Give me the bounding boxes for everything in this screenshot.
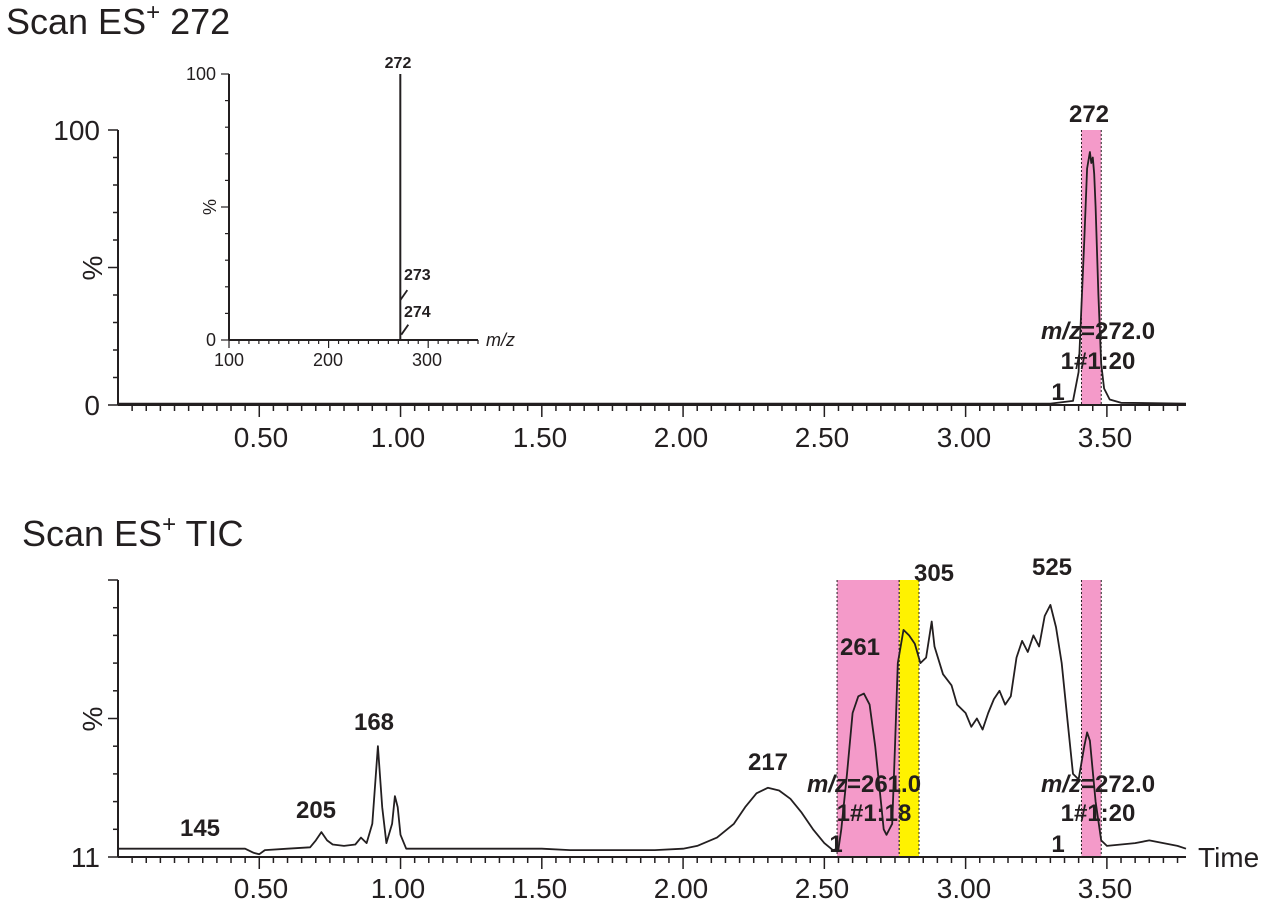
inset-peak-label-272: 272 [385, 55, 412, 72]
bottom-x-label-time: Time [1198, 842, 1259, 873]
bottom-y-label: % [77, 707, 108, 732]
bottom-y-tick-11: 11 [71, 842, 100, 873]
bottom-peak-label-525: 525 [1032, 554, 1072, 581]
top-minor-ticks [131, 405, 1179, 417]
highlight-band [1081, 580, 1102, 857]
inset-stick-273 [399, 289, 409, 301]
bottom-x-tick-label: 2.00 [654, 873, 709, 904]
bottom-peak-labels: 145 205 168 217 261 305 525 [180, 554, 1072, 842]
top-x-tick-label: 1.00 [371, 422, 426, 453]
bottom-peak-label-217: 217 [748, 749, 788, 776]
bottom-highlight-bands [836, 580, 1102, 857]
top-annotation-mz: m/z=272.0 [1041, 318, 1155, 345]
bottom-x-tick-label: 2.50 [795, 873, 850, 904]
inset-x-tick-label: 200 [313, 350, 343, 370]
bottom-x-tick-labels: 0.50 1.00 1.50 2.00 2.50 3.00 3.50 [234, 873, 1133, 904]
bottom-annotation-mz: m/z=261.0 [807, 771, 921, 798]
top-y-minor-ticks [108, 129, 118, 406]
bottom-x-tick-label: 1.00 [371, 873, 426, 904]
bottom-peak-label-145: 145 [180, 815, 220, 842]
top-annotation-scan: 1#1:20 [1061, 348, 1136, 375]
bottom-panel-title: Scan ES+ TIC [22, 511, 243, 554]
bottom-minor-ticks [131, 857, 1179, 869]
bottom-peak-label-205: 205 [296, 797, 336, 824]
bottom-peak-label-261: 261 [840, 634, 880, 661]
inset-y-tick-100: 100 [186, 64, 216, 84]
top-annotation-index: 1 [1051, 379, 1064, 406]
top-y-tick-0: 0 [84, 390, 100, 421]
bottom-annotation-scan: 1#1:20 [1061, 800, 1136, 827]
top-x-tick-label: 2.50 [795, 422, 850, 453]
bottom-x-tick-label: 3.50 [1078, 873, 1133, 904]
top-x-tick-label: 1.50 [513, 422, 568, 453]
bottom-peak-label-305: 305 [914, 560, 954, 587]
top-x-tick-label: 3.00 [937, 422, 992, 453]
bottom-tic-trace [118, 604, 1187, 856]
inset-y-label: % [200, 199, 220, 215]
bottom-annotation-index: 1 [829, 831, 842, 858]
top-annotation: m/z=272.0 1#1:20 1 [1041, 318, 1155, 406]
top-panel: Scan ES+ 272 100 0 % 0.50 1.00 1.50 2.00… [6, 0, 1187, 453]
bottom-peak-label-168: 168 [354, 709, 394, 736]
inset-x-tick-label: 300 [412, 350, 442, 370]
bottom-y-minor-ticks [108, 579, 118, 858]
bottom-annotation-261: m/z=261.0 1#1:18 1 [807, 771, 921, 858]
bottom-annotation-272: m/z=272.0 1#1:20 1 [1041, 771, 1155, 858]
top-y-tick-100: 100 [53, 115, 100, 146]
inset-x-tick-label: 100 [214, 350, 244, 370]
bottom-x-tick-label: 1.50 [513, 873, 568, 904]
inset-peak-label-273: 273 [404, 267, 431, 284]
top-x-tick-label: 3.50 [1078, 422, 1133, 453]
top-x-tick-label: 0.50 [234, 422, 289, 453]
highlight-band [837, 580, 900, 857]
top-peak-label-272: 272 [1069, 101, 1109, 128]
bottom-annotation-scan: 1#1:18 [837, 800, 912, 827]
inset-spectrum: 100 0 % 100 200 300 m/z 272 273 274 [186, 55, 515, 370]
top-panel-title: Scan ES+ 272 [6, 0, 230, 42]
bottom-x-tick-label: 3.00 [937, 873, 992, 904]
inset-minor-ticks [221, 73, 479, 348]
highlight-band [899, 580, 919, 857]
inset-y-tick-0: 0 [206, 330, 216, 350]
inset-sticks [399, 74, 410, 340]
inset-stick-274 [400, 324, 410, 336]
inset-peak-label-274: 274 [404, 304, 431, 321]
bottom-annotation-index: 1 [1051, 831, 1064, 858]
inset-x-label: m/z [486, 330, 515, 350]
top-chromatogram-trace [118, 151, 1187, 405]
bottom-annotation-mz: m/z=272.0 [1041, 771, 1155, 798]
top-y-label: % [77, 256, 108, 281]
top-x-tick-labels: 0.50 1.00 1.50 2.00 2.50 3.00 3.50 [234, 422, 1133, 453]
top-x-tick-label: 2.00 [654, 422, 709, 453]
bottom-x-tick-label: 0.50 [234, 873, 289, 904]
bottom-panel: Scan ES+ TIC 11 % Time 0.50 1.00 1.50 2.… [22, 511, 1259, 904]
